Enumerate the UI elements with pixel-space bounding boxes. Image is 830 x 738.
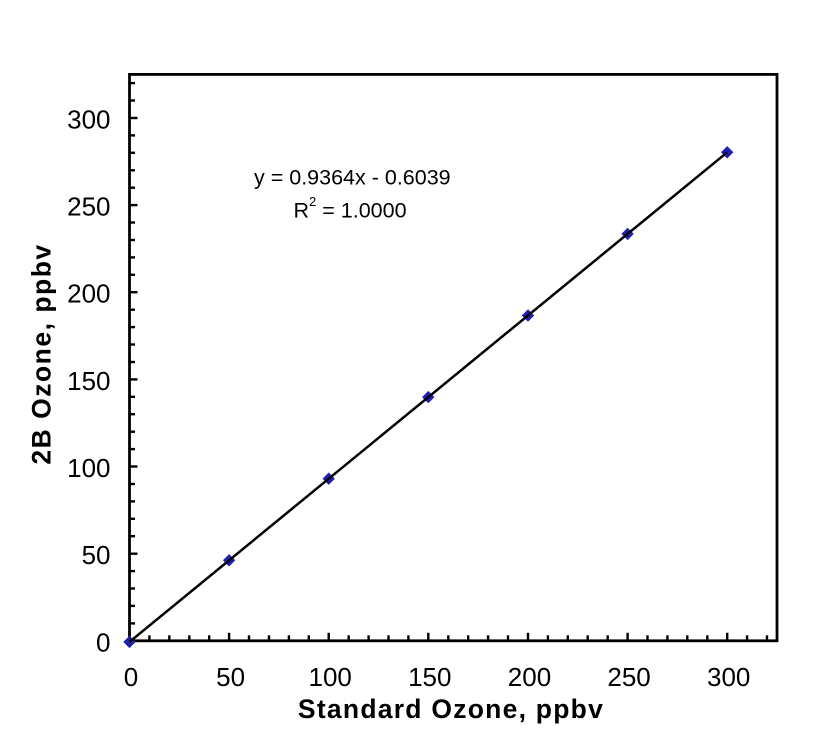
svg-text:Standard Ozone, ppbv: Standard Ozone, ppbv: [298, 694, 604, 724]
svg-text:150: 150: [408, 662, 451, 692]
svg-text:200: 200: [508, 662, 551, 692]
svg-text:200: 200: [67, 279, 110, 309]
svg-text:100: 100: [67, 453, 110, 483]
svg-text:0: 0: [124, 662, 138, 692]
svg-text:300: 300: [67, 105, 110, 135]
svg-text:50: 50: [82, 540, 111, 570]
svg-text:250: 250: [67, 192, 110, 222]
svg-text:150: 150: [67, 366, 110, 396]
svg-text:250: 250: [607, 662, 650, 692]
svg-text:100: 100: [309, 662, 352, 692]
svg-text:300: 300: [707, 662, 750, 692]
svg-text:y = 0.9364x - 0.6039: y = 0.9364x - 0.6039: [254, 166, 451, 190]
svg-text:50: 50: [216, 662, 245, 692]
svg-text:2B Ozone, ppbv: 2B Ozone, ppbv: [27, 243, 57, 464]
svg-text:R2 = 1.0000: R2 = 1.0000: [294, 194, 407, 223]
svg-text:0: 0: [96, 627, 110, 657]
